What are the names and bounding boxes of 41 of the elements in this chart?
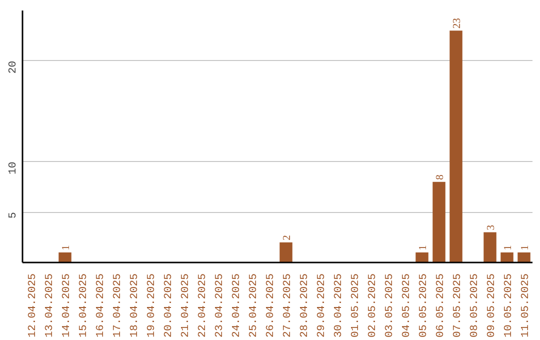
x-tick-label: 22.04.2025 xyxy=(197,273,209,338)
x-tick-label: 14.04.2025 xyxy=(61,273,73,338)
x-tick-label: 10.05.2025 xyxy=(503,273,515,338)
x-tick-label: 09.05.2025 xyxy=(486,273,498,338)
x-tick-label: 08.05.2025 xyxy=(469,273,481,338)
x-tick-label: 29.04.2025 xyxy=(316,273,328,338)
x-tick-label: 05.05.2025 xyxy=(418,273,430,338)
x-tick-label: 16.04.2025 xyxy=(95,273,107,338)
data-label: 3 xyxy=(486,224,497,230)
x-tick-label: 07.05.2025 xyxy=(452,273,464,338)
x-tick-label: 04.05.2025 xyxy=(401,273,413,338)
x-tick-label: 02.05.2025 xyxy=(367,273,379,338)
x-tick-label: 13.04.2025 xyxy=(44,273,56,338)
y-tick-label: 20 xyxy=(8,60,20,74)
y-tick-label: 10 xyxy=(8,162,20,174)
x-tick-label: 27.04.2025 xyxy=(282,273,294,338)
x-tick-label: 30.04.2025 xyxy=(333,273,345,338)
x-tick-label: 24.04.2025 xyxy=(231,273,243,338)
data-label: 1 xyxy=(503,245,514,250)
data-label: 1 xyxy=(520,245,531,250)
data-label: 1 xyxy=(61,245,72,250)
data-label: 2 xyxy=(282,235,293,240)
x-tick-label: 23.04.2025 xyxy=(214,273,226,338)
x-tick-label: 11.05.2025 xyxy=(520,273,532,338)
data-label: 8 xyxy=(435,174,446,180)
x-tick-label: 20.04.2025 xyxy=(163,273,175,338)
x-tick-label: 28.04.2025 xyxy=(299,273,311,338)
x-tick-label: 25.04.2025 xyxy=(248,273,260,338)
x-tick-label: 18.04.2025 xyxy=(129,273,141,338)
x-tick-label: 06.05.2025 xyxy=(435,273,447,338)
x-tick-label: 26.04.2025 xyxy=(265,273,277,338)
y-tick-label: 5 xyxy=(8,212,20,218)
x-tick-label: 17.04.2025 xyxy=(112,273,124,338)
x-tick-label: 15.04.2025 xyxy=(78,273,90,338)
x-tick-label: 01.05.2025 xyxy=(350,273,362,338)
data-label: 1 xyxy=(418,245,429,250)
x-tick-label: 12.04.2025 xyxy=(27,273,39,338)
x-tick-label: 19.04.2025 xyxy=(146,273,158,338)
x-tick-label: 21.04.2025 xyxy=(180,273,192,338)
data-label: 23 xyxy=(452,18,463,29)
x-tick-label: 03.05.2025 xyxy=(384,273,396,338)
